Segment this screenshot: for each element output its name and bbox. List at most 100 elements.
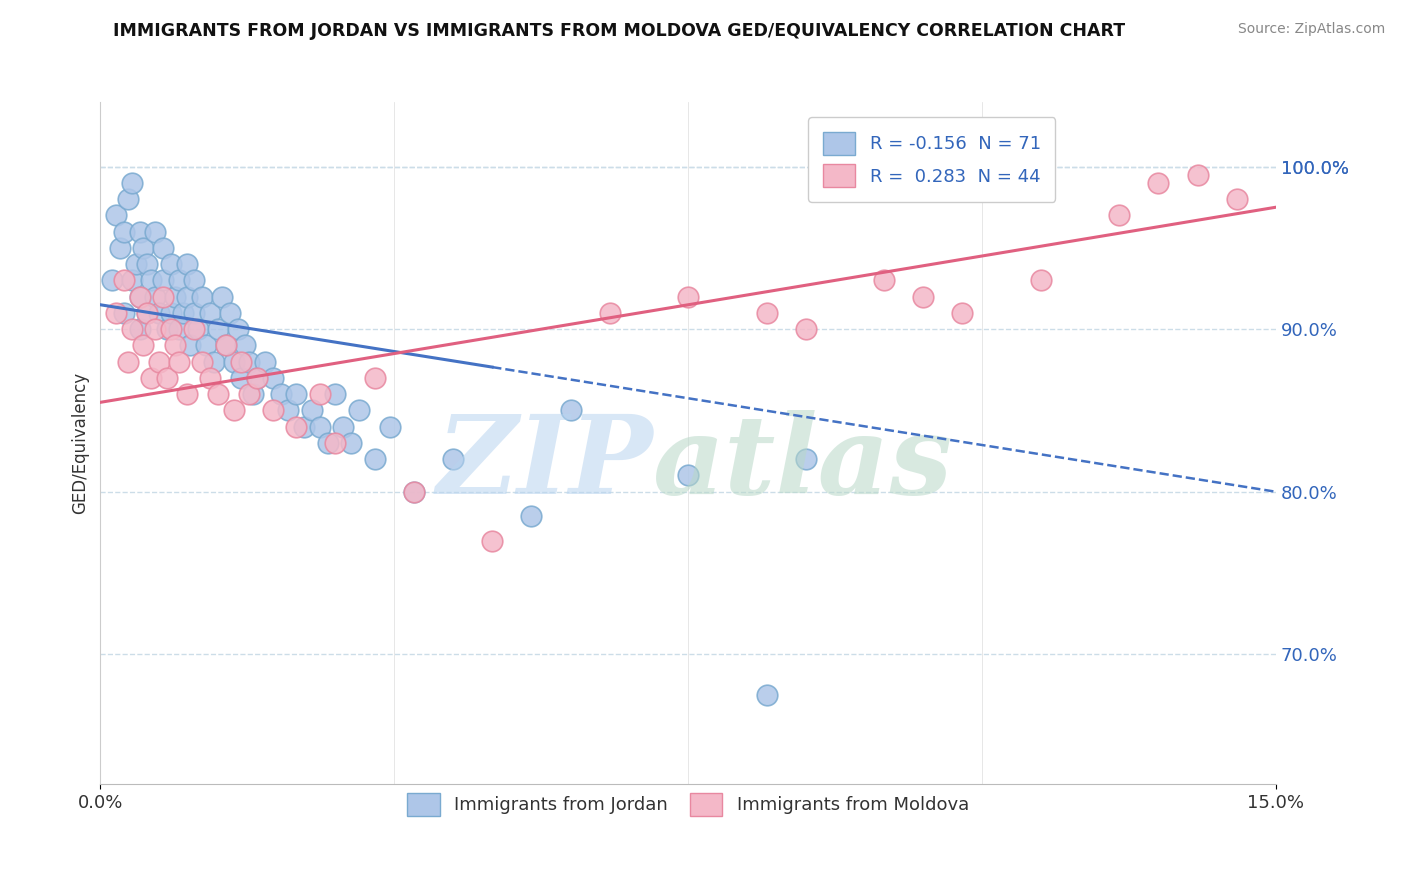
Point <box>141 273 163 287</box>
Point <box>676 468 699 483</box>
Point <box>253 354 276 368</box>
Point <box>136 257 159 271</box>
Point <box>183 273 205 287</box>
Point <box>198 371 221 385</box>
Point <box>755 688 778 702</box>
Point <box>292 419 315 434</box>
Point <box>195 338 218 352</box>
Point <box>301 403 323 417</box>
Point <box>183 306 205 320</box>
Point <box>1147 176 1170 190</box>
Point <box>105 208 128 222</box>
Point <box>218 306 240 320</box>
Point <box>152 273 174 287</box>
Point <box>179 338 201 352</box>
Point <box>172 306 194 320</box>
Point <box>363 452 385 467</box>
Point <box>128 290 150 304</box>
Point <box>246 371 269 385</box>
Point <box>167 273 190 287</box>
Point <box>112 306 135 320</box>
Point <box>952 306 974 320</box>
Point <box>160 257 183 271</box>
Point <box>191 290 214 304</box>
Point <box>160 322 183 336</box>
Point <box>108 241 131 255</box>
Point <box>148 354 170 368</box>
Point <box>163 290 186 304</box>
Point <box>191 354 214 368</box>
Point <box>481 533 503 548</box>
Text: Source: ZipAtlas.com: Source: ZipAtlas.com <box>1237 22 1385 37</box>
Point <box>325 387 347 401</box>
Point <box>873 273 896 287</box>
Point <box>1187 168 1209 182</box>
Point <box>202 354 225 368</box>
Point <box>152 241 174 255</box>
Point <box>262 403 284 417</box>
Point <box>231 354 253 368</box>
Text: atlas: atlas <box>652 409 953 517</box>
Point <box>226 322 249 336</box>
Point <box>238 387 260 401</box>
Point <box>755 306 778 320</box>
Point <box>560 403 582 417</box>
Point <box>105 306 128 320</box>
Point <box>277 403 299 417</box>
Point <box>132 338 155 352</box>
Point <box>520 509 543 524</box>
Point <box>117 192 139 206</box>
Point <box>101 273 124 287</box>
Point <box>176 257 198 271</box>
Point <box>211 290 233 304</box>
Point <box>128 290 150 304</box>
Point <box>198 306 221 320</box>
Point <box>156 371 179 385</box>
Point <box>163 338 186 352</box>
Point <box>143 290 166 304</box>
Point <box>143 322 166 336</box>
Point <box>121 176 143 190</box>
Point <box>794 452 817 467</box>
Point <box>207 322 229 336</box>
Point <box>285 419 308 434</box>
Point <box>143 225 166 239</box>
Point <box>187 322 209 336</box>
Point <box>441 452 464 467</box>
Point <box>167 354 190 368</box>
Point <box>402 484 425 499</box>
Point <box>347 403 370 417</box>
Point <box>117 354 139 368</box>
Point <box>152 290 174 304</box>
Point <box>325 436 347 450</box>
Point <box>136 306 159 320</box>
Point <box>128 225 150 239</box>
Point <box>233 338 256 352</box>
Point <box>676 290 699 304</box>
Point <box>599 306 621 320</box>
Point <box>215 338 238 352</box>
Point <box>794 322 817 336</box>
Point <box>1108 208 1130 222</box>
Point <box>148 306 170 320</box>
Point <box>176 290 198 304</box>
Point <box>402 484 425 499</box>
Point <box>167 322 190 336</box>
Point <box>156 322 179 336</box>
Point <box>176 387 198 401</box>
Point <box>222 403 245 417</box>
Point <box>207 387 229 401</box>
Point <box>242 387 264 401</box>
Point <box>316 436 339 450</box>
Point <box>183 322 205 336</box>
Point <box>222 354 245 368</box>
Point <box>285 387 308 401</box>
Legend: Immigrants from Jordan, Immigrants from Moldova: Immigrants from Jordan, Immigrants from … <box>401 786 976 823</box>
Point <box>136 306 159 320</box>
Point <box>141 371 163 385</box>
Point <box>912 290 935 304</box>
Text: ZIP: ZIP <box>436 409 652 517</box>
Point <box>332 419 354 434</box>
Point <box>160 306 183 320</box>
Point <box>238 354 260 368</box>
